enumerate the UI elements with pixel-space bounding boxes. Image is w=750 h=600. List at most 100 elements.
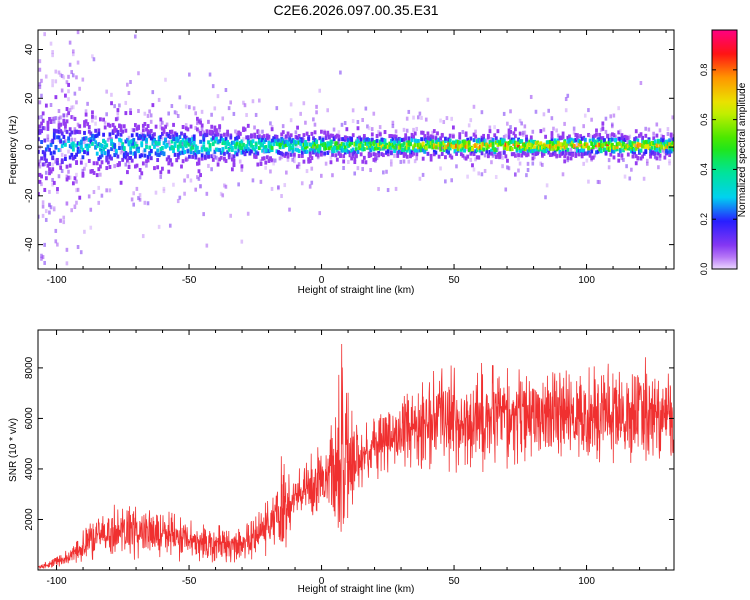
heatmap-cell bbox=[464, 144, 468, 149]
heatmap-cell bbox=[40, 174, 43, 179]
heatmap-cell bbox=[324, 146, 328, 151]
heatmap-cell bbox=[561, 142, 565, 147]
heatmap-cell bbox=[666, 141, 670, 146]
x-tick-label: -100 bbox=[47, 576, 67, 587]
heatmap-cell bbox=[46, 144, 50, 149]
heatmap-cell bbox=[310, 142, 314, 147]
heatmap-cell bbox=[168, 143, 172, 148]
heatmap-cell bbox=[243, 151, 247, 156]
heatmap-cell bbox=[596, 142, 600, 147]
heatmap-cell bbox=[402, 151, 406, 156]
heatmap-cell bbox=[566, 93, 570, 98]
heatmap-cell bbox=[628, 141, 632, 146]
heatmap-cell bbox=[59, 163, 62, 168]
heatmap-cell bbox=[153, 144, 156, 149]
heatmap-cell bbox=[550, 143, 554, 148]
heatmap-cell bbox=[288, 207, 291, 212]
y-tick-label: -40 bbox=[24, 237, 35, 252]
heatmap-cell bbox=[382, 138, 385, 143]
heatmap-cell bbox=[590, 156, 594, 161]
heatmap-cell bbox=[215, 132, 218, 137]
heatmap-cell bbox=[62, 220, 66, 225]
heatmap-cell bbox=[445, 116, 449, 121]
heatmap-cell bbox=[428, 136, 431, 141]
heatmap-cell bbox=[630, 149, 633, 154]
heatmap-cell bbox=[184, 139, 188, 144]
heatmap-cell bbox=[285, 170, 288, 175]
heatmap-cell bbox=[556, 140, 560, 145]
heatmap-cell bbox=[556, 138, 560, 143]
heatmap-cell bbox=[329, 139, 333, 144]
heatmap-cell bbox=[97, 200, 101, 205]
heatmap-cell bbox=[364, 138, 368, 143]
heatmap-cell bbox=[568, 138, 571, 143]
heatmap-cell bbox=[44, 217, 48, 222]
heatmap-cell bbox=[56, 135, 59, 140]
heatmap-cell bbox=[324, 161, 328, 166]
heatmap-cell bbox=[377, 153, 381, 158]
heatmap-cell bbox=[455, 151, 458, 156]
heatmap-cell bbox=[76, 187, 80, 192]
heatmap-cell bbox=[168, 158, 172, 163]
heatmap-cell bbox=[43, 187, 47, 192]
heatmap-cell bbox=[450, 155, 454, 160]
heatmap-cell bbox=[86, 122, 90, 127]
heatmap-cell bbox=[194, 144, 198, 149]
heatmap-cell bbox=[588, 133, 592, 138]
heatmap-cell bbox=[54, 158, 58, 163]
heatmap-cell bbox=[281, 138, 285, 143]
heatmap-cell bbox=[669, 136, 673, 141]
heatmap-cell bbox=[73, 127, 77, 132]
heatmap-cell bbox=[486, 144, 490, 149]
heatmap-cell bbox=[302, 142, 306, 147]
heatmap-cell bbox=[81, 137, 85, 142]
heatmap-cell bbox=[340, 141, 344, 146]
heatmap-cell bbox=[210, 167, 213, 172]
heatmap-cell bbox=[494, 140, 498, 145]
heatmap-cell bbox=[424, 143, 428, 148]
heatmap-cell bbox=[483, 153, 487, 158]
heatmap-cell bbox=[415, 148, 419, 153]
heatmap-cell bbox=[246, 123, 250, 128]
heatmap-cell bbox=[245, 113, 248, 118]
heatmap-cell bbox=[87, 194, 91, 199]
heatmap-cell bbox=[132, 202, 135, 207]
heatmap-cell bbox=[196, 145, 199, 150]
heatmap-cell bbox=[568, 142, 571, 147]
heatmap-cell bbox=[291, 157, 294, 162]
heatmap-cell bbox=[81, 155, 85, 160]
heatmap-cell bbox=[521, 150, 525, 155]
heatmap-cell bbox=[51, 53, 54, 58]
heatmap-cell bbox=[270, 125, 274, 130]
y-tick-label: 20 bbox=[24, 92, 35, 104]
heatmap-cell bbox=[65, 164, 69, 169]
heatmap-cell bbox=[161, 126, 164, 131]
heatmap-cell bbox=[91, 141, 94, 146]
heatmap-cell bbox=[189, 141, 193, 146]
heatmap-cell bbox=[614, 134, 617, 139]
heatmap-cell bbox=[547, 140, 551, 145]
heatmap-cell bbox=[52, 132, 56, 137]
colorbar: 0.00.20.40.60.8 Normalized spectral ampl… bbox=[699, 29, 748, 275]
heatmap-cell bbox=[501, 138, 505, 143]
heatmap-cell bbox=[528, 147, 532, 152]
heatmap-cell bbox=[507, 141, 511, 146]
heatmap-cell bbox=[499, 154, 503, 159]
heatmap-cell bbox=[558, 153, 562, 158]
heatmap-cell bbox=[226, 150, 230, 155]
heatmap-cell bbox=[246, 140, 250, 145]
heatmap-cell bbox=[149, 148, 153, 153]
heatmap-cell bbox=[620, 138, 624, 143]
heatmap-cell bbox=[188, 137, 191, 142]
heatmap-cell bbox=[606, 143, 610, 148]
heatmap-cell bbox=[501, 155, 504, 160]
heatmap-cell bbox=[355, 140, 358, 145]
heatmap-cell bbox=[558, 142, 562, 147]
heatmap-cell bbox=[588, 138, 592, 143]
heatmap-cell bbox=[286, 140, 290, 145]
heatmap-cell bbox=[649, 141, 652, 146]
heatmap-cell bbox=[544, 149, 548, 154]
heatmap-cell bbox=[89, 131, 93, 136]
heatmap-cell bbox=[250, 149, 253, 154]
heatmap-cell bbox=[110, 101, 113, 106]
